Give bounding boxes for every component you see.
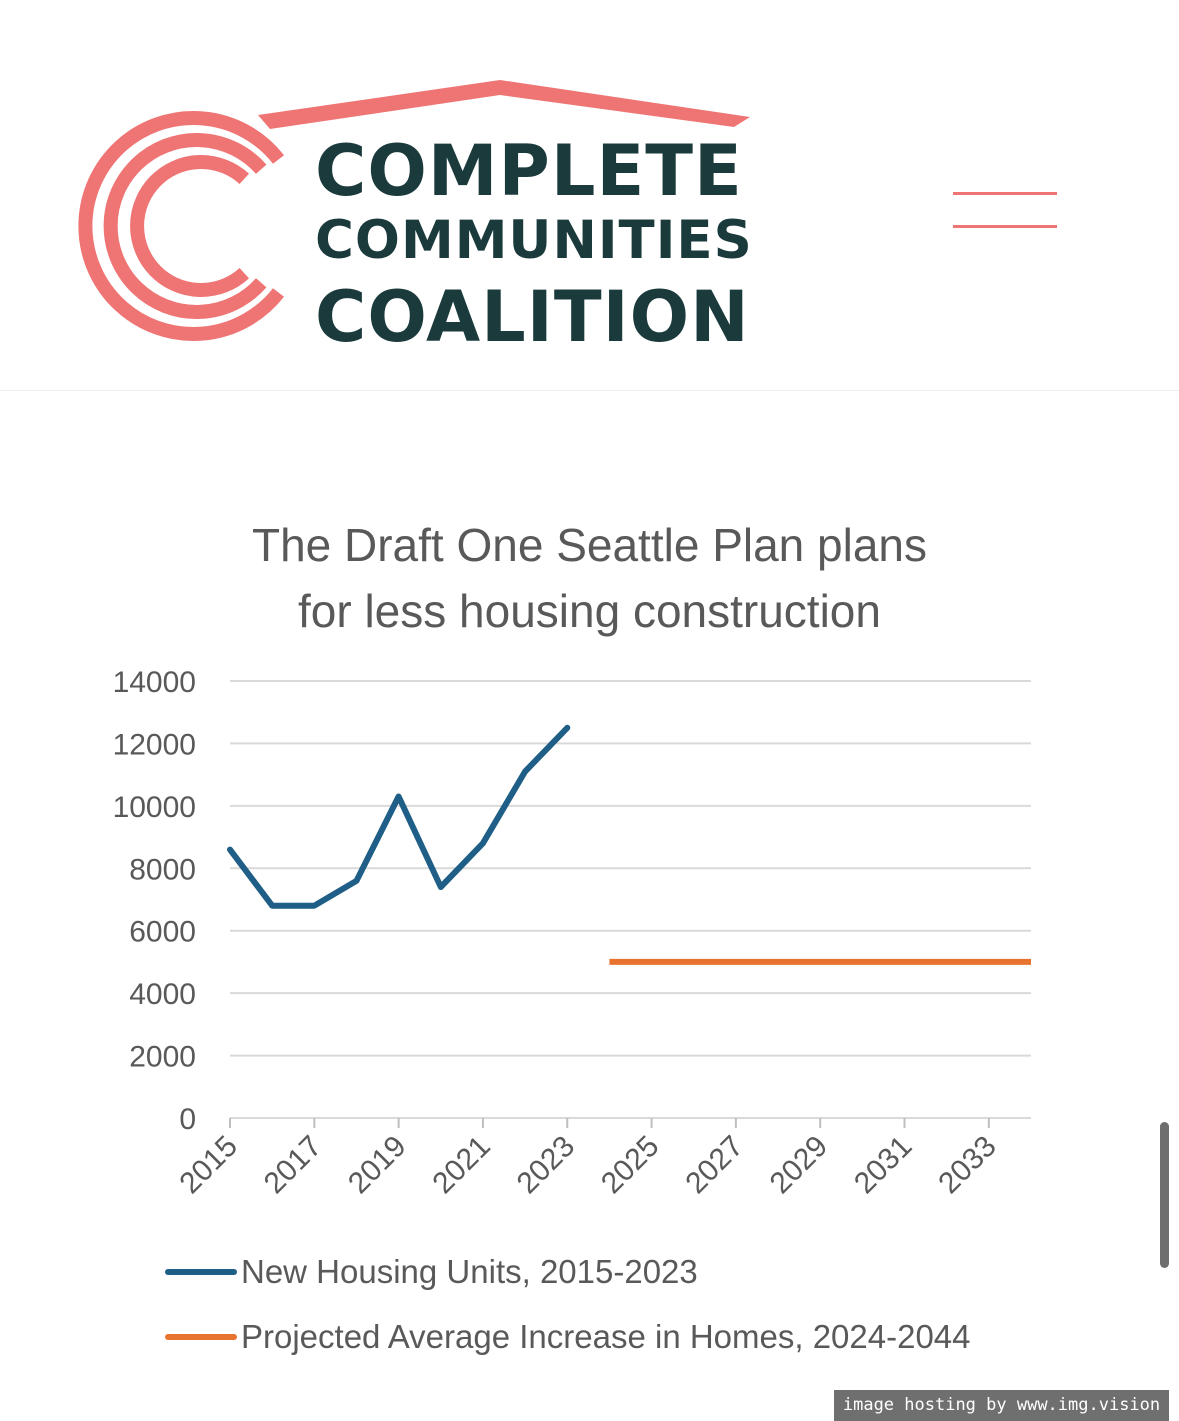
x-tick-label: 2033 xyxy=(932,1130,1003,1201)
menu-bar-bottom xyxy=(953,225,1057,228)
brand-line-complete: COMPLETE xyxy=(315,130,743,212)
x-tick-label: 2029 xyxy=(764,1130,835,1201)
x-tick-label: 2025 xyxy=(595,1130,666,1201)
y-tick-label: 4000 xyxy=(129,978,196,1011)
line-chart: 0 2000 4000 6000 8000 10000 12000 14000 2015 2017… xyxy=(113,666,1031,1201)
legend-swatch-new-housing xyxy=(165,1269,237,1275)
watermark-label: image hosting by www.img.vision xyxy=(834,1390,1169,1421)
legend-label-new-housing: New Housing Units, 2015-2023 xyxy=(241,1253,698,1290)
y-tick-label: 0 xyxy=(179,1103,196,1136)
coalition-logo-icon[interactable] xyxy=(70,75,760,355)
x-tick-label: 2027 xyxy=(679,1130,750,1201)
x-tick-label: 2019 xyxy=(342,1130,413,1201)
x-tick-label: 2023 xyxy=(511,1130,582,1201)
site-header: COMPLETE COMMUNITIES COALITION xyxy=(0,0,1179,391)
y-tick-label: 14000 xyxy=(113,666,196,699)
y-tick-label: 10000 xyxy=(113,791,196,824)
chart-title: The Draft One Seattle Plan plans for les… xyxy=(0,512,1179,644)
x-tick-label: 2021 xyxy=(426,1130,497,1201)
menu-bar-top xyxy=(953,192,1057,195)
y-tick-label: 2000 xyxy=(129,1041,196,1074)
y-tick-label: 8000 xyxy=(129,853,196,886)
scrollbar-thumb[interactable] xyxy=(1160,1122,1169,1268)
legend-item-new-housing[interactable]: New Housing Units, 2015-2023 xyxy=(165,1252,698,1292)
brand-line-communities: COMMUNITIES xyxy=(315,210,753,271)
y-tick-label: 12000 xyxy=(113,728,196,761)
brand-line-coalition: COALITION xyxy=(315,276,750,358)
y-tick-label: 6000 xyxy=(129,916,196,949)
chart-title-line-2: for less housing construction xyxy=(298,585,881,637)
x-tick-label: 2017 xyxy=(258,1130,329,1201)
legend-label-projected: Projected Average Increase in Homes, 202… xyxy=(241,1318,971,1355)
legend-item-projected[interactable]: Projected Average Increase in Homes, 202… xyxy=(165,1317,971,1357)
series-line-1 xyxy=(227,724,571,909)
x-tick-label: 2015 xyxy=(173,1130,244,1201)
legend-swatch-projected xyxy=(165,1334,237,1340)
hamburger-menu-icon[interactable] xyxy=(950,186,1060,234)
x-tick-label: 2031 xyxy=(848,1130,919,1201)
chart-title-line-1: The Draft One Seattle Plan plans xyxy=(251,519,928,571)
